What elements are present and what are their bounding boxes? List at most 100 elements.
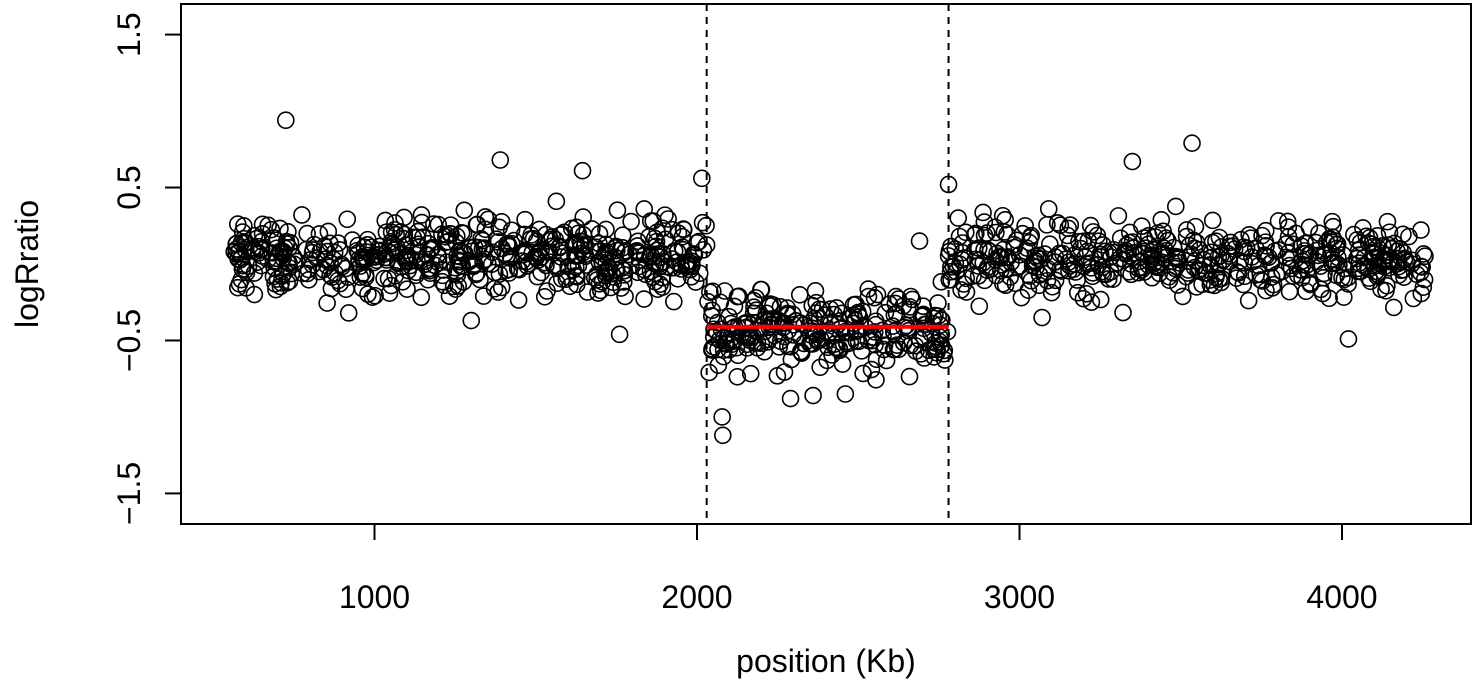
data-point: [473, 239, 492, 258]
data-point: [558, 267, 577, 286]
data-point: [659, 210, 677, 228]
data-point: [262, 220, 281, 239]
data-point: [329, 234, 348, 252]
data-point: [315, 237, 334, 255]
data-point: [887, 287, 905, 306]
data-point: [497, 261, 516, 280]
data-point: [356, 268, 375, 287]
data-point: [1166, 197, 1185, 216]
data-point: [577, 256, 596, 274]
data-point: [1058, 226, 1077, 245]
data-point: [885, 306, 904, 324]
data-point: [1144, 241, 1163, 259]
data-point: [489, 283, 507, 301]
data-point: [974, 254, 993, 272]
data-point: [1114, 303, 1132, 322]
data-point: [700, 363, 718, 382]
data-point: [376, 211, 395, 230]
data-point: [322, 279, 341, 298]
data-point: [694, 241, 713, 259]
data-point: [853, 302, 872, 321]
data-point: [1412, 284, 1431, 303]
data-point: [1251, 271, 1270, 289]
data-point: [406, 245, 425, 264]
data-point: [1360, 269, 1378, 287]
data-point: [1201, 271, 1220, 289]
data-point: [437, 233, 456, 251]
data-point: [1167, 257, 1186, 276]
data-point: [1292, 237, 1311, 255]
data-point: [421, 264, 439, 282]
data-point: [859, 287, 878, 306]
data-point: [868, 285, 887, 304]
data-point: [452, 224, 471, 242]
data-point: [1301, 274, 1319, 292]
data-point: [583, 220, 601, 238]
data-point: [1291, 261, 1310, 279]
data-point: [862, 360, 881, 379]
data-point: [925, 348, 943, 366]
data-point: [363, 288, 382, 306]
data-point: [910, 232, 929, 250]
data-point: [528, 267, 547, 286]
data-point: [728, 367, 747, 386]
data-point: [1123, 152, 1142, 171]
data-point: [359, 285, 377, 303]
x-axis: 1000 2000 3000 4000: [339, 524, 1378, 615]
data-point: [498, 235, 516, 253]
data-point: [474, 287, 493, 305]
data-point: [886, 294, 905, 313]
data-point: [1315, 264, 1333, 283]
data-point: [946, 240, 964, 258]
data-point: [949, 209, 968, 227]
data-point: [280, 254, 298, 272]
data-point: [1408, 265, 1426, 284]
data-point: [1251, 265, 1270, 284]
data-point: [644, 212, 663, 230]
data-point: [635, 200, 653, 218]
data-point: [263, 244, 281, 262]
data-point: [456, 244, 474, 263]
data-point: [591, 281, 610, 300]
data-point: [901, 287, 920, 306]
data-point: [294, 264, 312, 283]
data-point: [462, 311, 481, 330]
data-point: [647, 255, 665, 273]
data-point: [1241, 229, 1260, 247]
data-point: [1102, 263, 1120, 281]
data-point: [1210, 228, 1229, 247]
data-point: [454, 273, 473, 291]
data-point: [337, 259, 355, 278]
data-point: [230, 275, 249, 293]
data-point: [274, 242, 293, 261]
data-point: [686, 273, 705, 291]
data-point: [229, 250, 247, 268]
data-point: [414, 228, 432, 246]
data-point: [479, 210, 498, 229]
data-point: [771, 332, 790, 351]
data-point: [763, 315, 782, 334]
data-point: [375, 269, 393, 288]
y-axis-label: logRratio: [9, 200, 45, 328]
data-point: [1297, 256, 1316, 275]
data-point: [338, 210, 357, 229]
data-point: [836, 385, 855, 403]
data-point: [369, 242, 387, 260]
data-point: [412, 206, 431, 224]
data-point: [245, 264, 264, 282]
data-point: [348, 241, 367, 260]
data-point: [833, 355, 852, 373]
data-point: [1083, 264, 1102, 282]
data-point: [1228, 263, 1247, 281]
y-axis: −1.5 −0.5 0.5 1.5: [111, 12, 181, 525]
data-point: [1023, 257, 1042, 275]
data-point: [875, 340, 893, 359]
data-point: [298, 224, 316, 243]
data-point: [1414, 245, 1433, 263]
data-point: [1384, 252, 1403, 271]
data-point: [836, 322, 854, 341]
data-point: [877, 351, 896, 370]
data-point: [1205, 276, 1224, 295]
data-point: [993, 206, 1012, 225]
data-point: [648, 280, 667, 299]
